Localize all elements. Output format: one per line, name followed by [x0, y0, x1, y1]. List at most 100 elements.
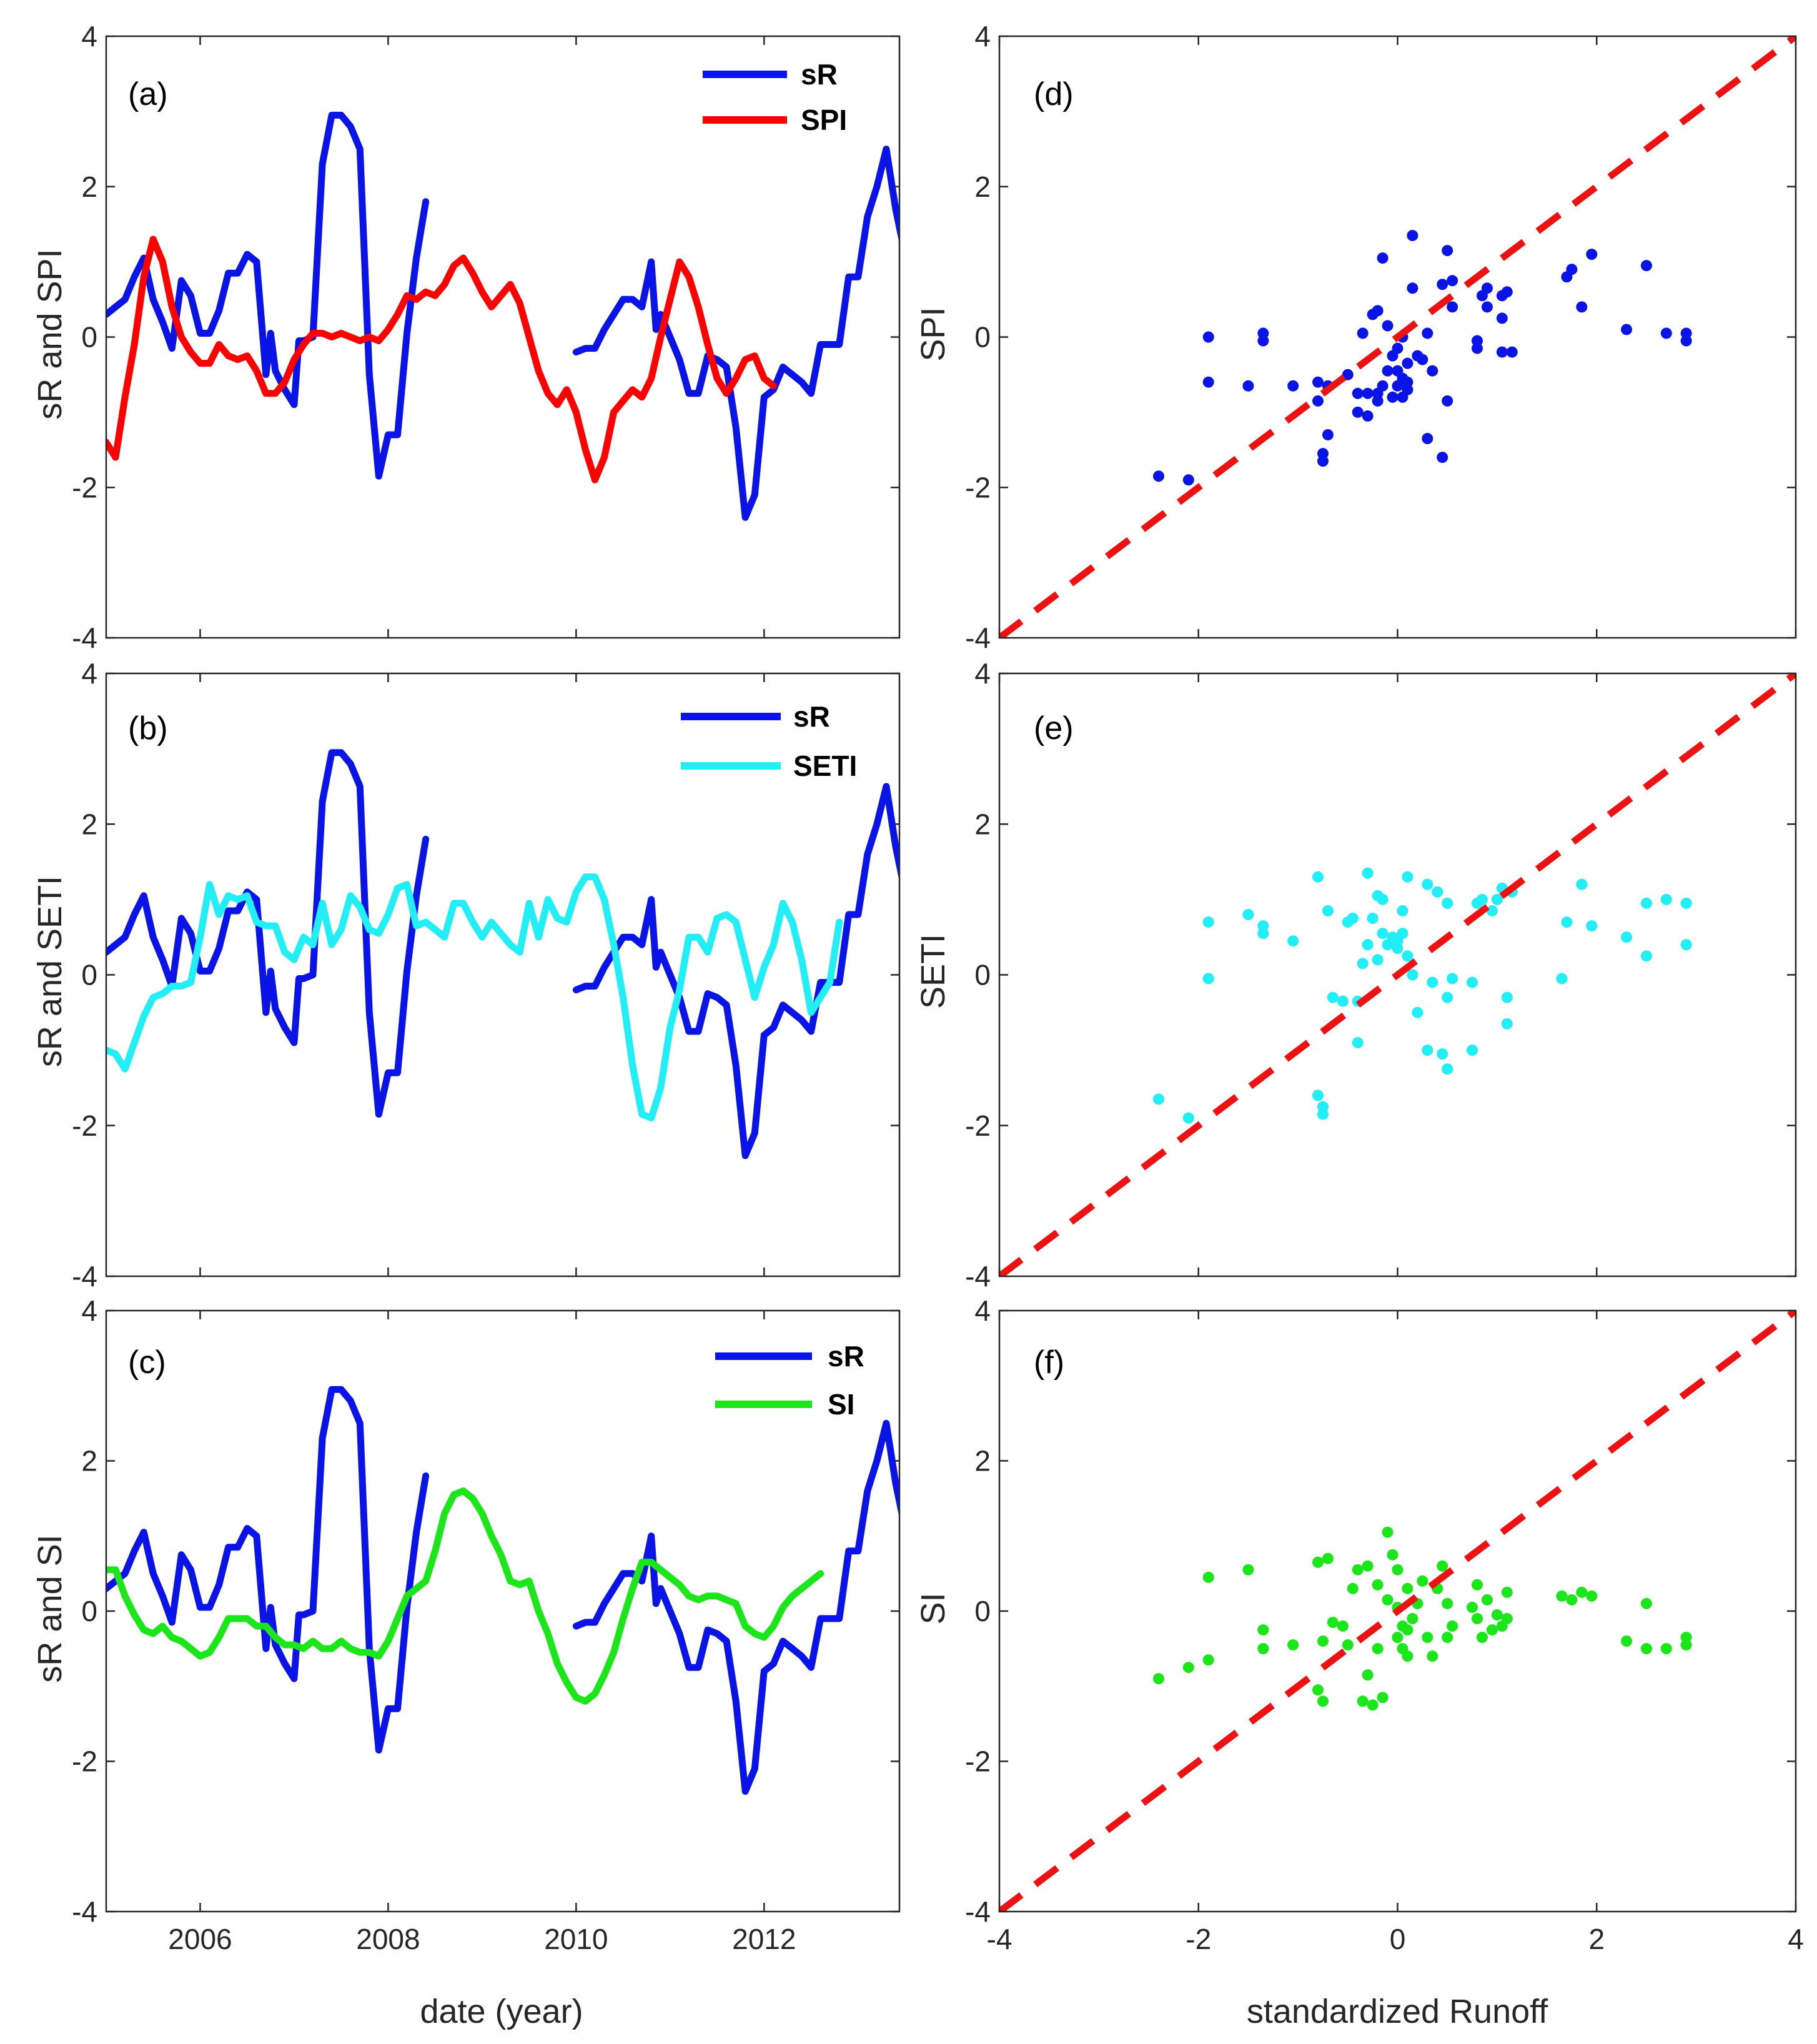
ytick-label-d-2: 0: [974, 321, 991, 354]
scatter-point-d-6: [1257, 335, 1269, 347]
scatter-point-e-13: [1327, 991, 1339, 1003]
scatter-point-f-25: [1382, 1526, 1394, 1538]
ytick-label-c-2: 0: [81, 1595, 97, 1627]
scatter-point-d-60: [1501, 286, 1513, 298]
scatter-point-e-16: [1347, 913, 1359, 925]
ytick-label-f-3: 2: [974, 1445, 991, 1477]
ytick-label-e-2: 0: [974, 959, 991, 991]
plot-area-e: [999, 673, 1796, 1276]
scatter-point-f-13: [1327, 1617, 1339, 1629]
scatter-point-e-41: [1437, 1048, 1448, 1060]
scatter-point-d-24: [1377, 252, 1389, 264]
scatter-point-f-19: [1362, 1560, 1374, 1572]
axes-frame-c: [105, 1309, 901, 1913]
ytick-label-e-4: 4: [974, 657, 991, 690]
scatter-point-d-43: [1422, 433, 1433, 445]
scatter-point-f-42: [1437, 1560, 1448, 1572]
scatter-point-e-60: [1621, 931, 1633, 943]
scatter-point-f-9: [1312, 1684, 1324, 1696]
scatter-point-f-45: [1447, 1620, 1458, 1632]
xtick-label-f-2: 0: [1390, 1923, 1406, 1955]
scatter-point-f-57: [1566, 1594, 1578, 1605]
scatter-point-d-63: [1566, 264, 1578, 275]
scatter-point-d-58: [1496, 312, 1508, 324]
scatter-point-d-23: [1372, 395, 1384, 407]
scatter-point-e-6: [1257, 920, 1269, 932]
scatter-point-d-17: [1357, 327, 1369, 339]
legend-label-a-sR: sR: [801, 58, 838, 91]
scatter-point-d-7: [1287, 380, 1299, 392]
scatter-point-e-17: [1352, 1037, 1364, 1049]
scatter-point-e-54: [1501, 991, 1513, 1003]
scatter-point-f-0: [1153, 1673, 1164, 1685]
axes-frame-d: [998, 35, 1797, 639]
scatter-point-d-0: [1153, 470, 1164, 482]
scatter-point-d-67: [1621, 324, 1633, 335]
scatter-point-d-42: [1417, 354, 1428, 365]
scatter-point-f-24: [1377, 1692, 1389, 1704]
scatter-point-f-65: [1680, 1632, 1692, 1644]
legend-label-c-sR: sR: [828, 1340, 864, 1372]
scatter-point-f-15: [1342, 1639, 1354, 1651]
xtick-label-f-4: 4: [1788, 1923, 1804, 1955]
scatter-point-e-65: [1680, 939, 1692, 951]
scatter-point-f-33: [1402, 1624, 1413, 1636]
panel-c: (c) sR and SI date (year) -4 -2 0 2 4 2006 200…: [31, 1294, 901, 2030]
scatter-point-e-38: [1422, 878, 1433, 890]
panel-label-d: (d): [1034, 76, 1074, 112]
scatter-point-d-25: [1377, 380, 1389, 392]
scatter-point-f-14: [1337, 1620, 1349, 1632]
scatter-point-d-9: [1312, 395, 1324, 407]
ytick-label-e-3: 2: [974, 808, 991, 840]
xlabel-f: standardized Runoff: [1247, 1993, 1548, 2030]
series-line-a-sR: [106, 111, 899, 521]
ylabel-c: sR and SI: [31, 1534, 69, 1682]
scatter-point-d-14: [1342, 369, 1354, 380]
ytick-label-c-1: -2: [72, 1745, 97, 1778]
scatter-point-d-46: [1437, 452, 1448, 464]
scatter-point-d-56: [1481, 282, 1493, 294]
scatter-point-f-56: [1556, 1590, 1568, 1602]
scatter-point-d-3: [1202, 331, 1214, 343]
scatter-point-f-2: [1202, 1571, 1214, 1583]
plot-area-c: [106, 1386, 899, 1795]
series-line-b-SETI: [106, 873, 843, 1122]
legend-label-a-SPI: SPI: [801, 104, 847, 136]
scatter-point-e-14: [1337, 995, 1349, 1007]
scatter-point-d-19: [1362, 387, 1374, 399]
scatter-point-d-55: [1481, 301, 1493, 313]
scatter-point-e-59: [1586, 920, 1598, 932]
scatter-point-d-27: [1382, 365, 1394, 377]
scatter-point-e-61: [1640, 897, 1652, 909]
ytick-label-e-0: -4: [965, 1260, 991, 1292]
scatter-point-e-11: [1317, 1101, 1329, 1113]
scatter-point-f-30: [1392, 1632, 1404, 1644]
scatter-point-e-40: [1432, 886, 1443, 898]
legend-a: sR SPI: [703, 58, 847, 136]
scatter-point-e-2: [1202, 916, 1214, 928]
scatter-point-f-26: [1382, 1594, 1394, 1605]
scatter-point-e-46: [1467, 1044, 1478, 1056]
scatter-point-d-2: [1202, 376, 1214, 388]
scatter-point-f-51: [1486, 1624, 1498, 1636]
scatter-point-d-51: [1447, 275, 1458, 287]
scatter-point-d-26: [1382, 320, 1394, 332]
ytick-label-f-4: 4: [974, 1294, 991, 1327]
scatter-point-d-40: [1407, 282, 1418, 294]
axes-frame-b: [105, 672, 901, 1278]
ytick-label-a-1: -2: [72, 471, 97, 504]
ylabel-a: sR and SPI: [31, 249, 69, 419]
scatter-point-e-57: [1561, 916, 1573, 928]
scatter-point-d-49: [1442, 395, 1453, 407]
scatter-point-f-43: [1442, 1597, 1453, 1609]
scatter-point-d-65: [1586, 249, 1598, 260]
scatter-point-e-22: [1367, 913, 1379, 925]
identity-line-e: [999, 673, 1796, 1276]
scatter-point-d-48: [1442, 245, 1453, 257]
scatter-point-e-24: [1372, 954, 1384, 966]
scatter-point-f-16: [1347, 1582, 1359, 1594]
scatter-point-d-68: [1660, 327, 1672, 339]
scatter-point-f-36: [1407, 1613, 1418, 1625]
